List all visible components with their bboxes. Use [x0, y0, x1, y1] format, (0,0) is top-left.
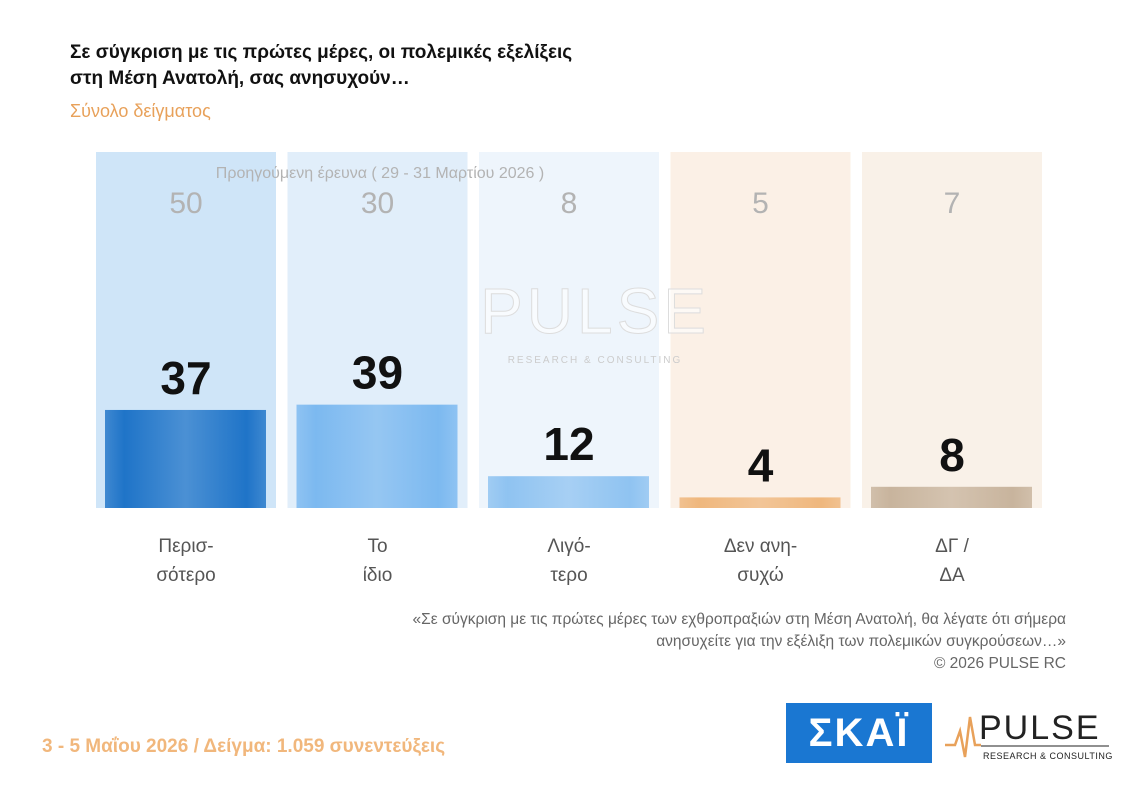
category-label-2-line-1: Το: [367, 536, 387, 557]
pulse-logo-text: PULSE: [979, 709, 1101, 747]
previous-value-3: 8: [561, 187, 578, 220]
bar-2: [296, 404, 458, 508]
bar-4: [679, 497, 841, 508]
watermark-subtext: RESEARCH & CONSULTING: [508, 355, 683, 366]
bar-chart: PULSE RESEARCH & CONSULTING Προηγούμενη έρ…: [96, 152, 1042, 586]
category-label-5-line-1: ΔΓ /: [935, 536, 969, 557]
copyright-text: © 2026 PULSE RC: [933, 655, 1066, 672]
category-label-1-line-2: σότερο: [156, 565, 215, 586]
chart-title-line-1: Σε σύγκριση με τις πρώτες μέρες, οι πολε…: [70, 42, 573, 63]
value-label-5: 8: [939, 429, 965, 481]
previous-survey-label: Προηγούμενη έρευνα ( 29 - 31 Μαρτίου 202…: [216, 165, 544, 182]
bar-5: [871, 486, 1032, 508]
bar-1: [105, 409, 266, 508]
chart-title-line-2: στη Μέση Ανατολή, σας ανησυχούν…: [70, 68, 410, 89]
previous-survey-column-4: [670, 152, 851, 508]
pulse-logo-tagline: RESEARCH & CONSULTING: [983, 751, 1113, 761]
value-label-3: 12: [543, 418, 594, 470]
previous-survey-column-5: [862, 152, 1042, 508]
question-quote-line-2: ανησυχείτε για την εξέλιξη των πολεμικών…: [656, 633, 1066, 650]
category-label-2-line-2: ίδιο: [363, 565, 393, 586]
value-label-1: 37: [160, 352, 211, 404]
question-quote: «Σε σύγκριση με τις πρώτες μέρες των εχθ…: [246, 609, 1066, 675]
previous-value-5: 7: [944, 187, 961, 220]
previous-value-4: 5: [752, 187, 769, 220]
question-quote-line-1: «Σε σύγκριση με τις πρώτες μέρες των εχθ…: [412, 611, 1066, 628]
category-label-1-line-1: Περισ-: [158, 536, 213, 557]
previous-value-2: 30: [361, 187, 394, 220]
category-label-3-line-2: τερο: [550, 565, 587, 586]
skai-logo: ΣΚΑΪ: [786, 703, 932, 763]
chart-subtitle: Σύνολο δείγματος: [70, 101, 211, 121]
value-label-4: 4: [748, 439, 774, 491]
bar-3: [488, 476, 649, 508]
chart-title: Σε σύγκριση με τις πρώτες μέρες, οι πολε…: [70, 40, 770, 92]
pulse-logo: PULSE RESEARCH & CONSULTING: [945, 709, 1113, 761]
survey-date-sample: 3 - 5 Μαΐου 2026 / Δείγμα: 1.059 συνεντε…: [42, 736, 446, 757]
value-label-2: 39: [352, 347, 403, 399]
category-label-4-line-1: Δεν ανη-: [724, 536, 797, 557]
previous-value-1: 50: [169, 187, 202, 220]
category-label-5-line-2: ΔΑ: [939, 565, 965, 586]
category-label-3-line-1: Λιγό-: [547, 536, 590, 557]
watermark-pulse: PULSE: [480, 275, 710, 347]
category-label-4-line-2: συχώ: [737, 565, 784, 586]
previous-survey-column-3: [479, 152, 659, 508]
